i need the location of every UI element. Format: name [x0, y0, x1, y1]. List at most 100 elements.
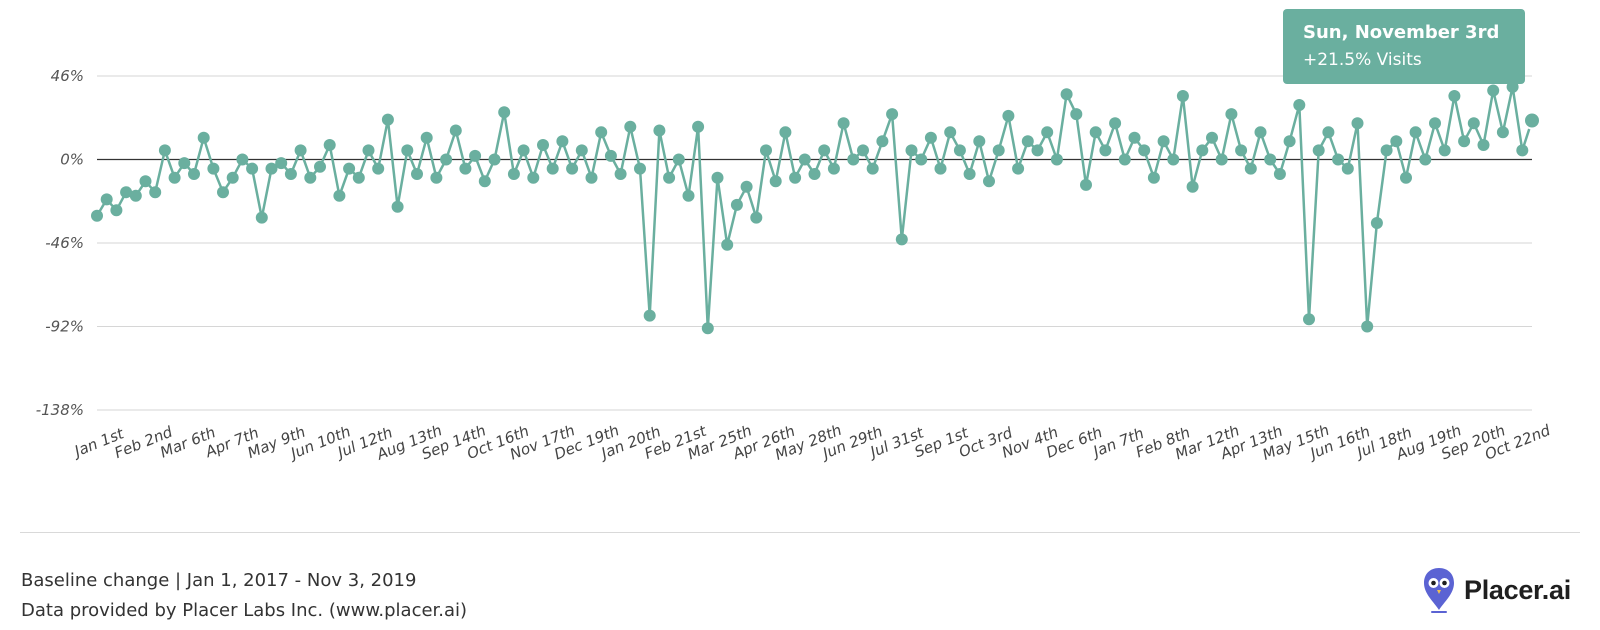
chart-footer: Baseline change | Jan 1, 2017 - Nov 3, 2… — [21, 566, 467, 626]
y-tick-label: 46% — [51, 67, 84, 85]
data-point — [430, 171, 443, 184]
data-point — [760, 144, 772, 157]
data-point — [847, 153, 860, 166]
data-point — [1419, 153, 1432, 166]
data-point — [886, 108, 899, 121]
data-point — [343, 162, 356, 175]
data-point — [1448, 90, 1461, 102]
data-point — [585, 171, 598, 184]
data-point — [1429, 117, 1441, 130]
data-point — [323, 139, 336, 151]
data-point — [1361, 320, 1374, 333]
data-point — [149, 186, 162, 199]
data-point — [469, 149, 482, 162]
data-point — [653, 124, 666, 137]
data-point — [1303, 313, 1315, 326]
data-point — [333, 189, 346, 202]
data-point — [634, 162, 646, 175]
data-point — [643, 309, 656, 322]
y-tick-label: -92% — [45, 318, 84, 336]
data-point — [837, 117, 850, 130]
data-point — [1487, 84, 1500, 97]
data-point — [721, 238, 734, 251]
y-tick-label: -46% — [45, 234, 84, 252]
data-point — [1070, 108, 1083, 121]
data-point — [614, 168, 627, 180]
data-point — [1041, 126, 1054, 139]
data-point — [730, 198, 743, 211]
data-point — [265, 162, 278, 175]
data-point — [905, 144, 918, 157]
data-point — [1089, 126, 1102, 139]
data-point — [507, 168, 520, 180]
data-point — [1235, 144, 1248, 157]
data-point — [1264, 153, 1277, 166]
data-point — [963, 168, 976, 180]
data-point — [595, 126, 608, 139]
data-point — [226, 171, 239, 184]
data-point — [1128, 131, 1141, 144]
data-point — [857, 144, 869, 157]
data-point — [624, 120, 637, 133]
data-point — [1438, 144, 1451, 157]
data-point — [1215, 153, 1228, 166]
data-point — [1409, 126, 1422, 139]
data-point — [682, 189, 695, 202]
data-point — [1516, 144, 1529, 157]
data-point — [284, 168, 297, 180]
data-point — [769, 175, 782, 188]
data-point — [459, 162, 472, 175]
data-point — [488, 153, 501, 166]
data-point — [1157, 135, 1170, 148]
data-point — [294, 144, 307, 157]
data-point — [158, 144, 171, 157]
data-point — [915, 153, 928, 166]
data-point — [672, 153, 685, 166]
data-point — [449, 124, 462, 137]
data-point — [304, 171, 317, 184]
data-point — [129, 189, 142, 202]
footer-source: Data provided by Placer Labs Inc. (www.p… — [21, 600, 468, 621]
data-point — [352, 171, 365, 184]
data-point — [1186, 180, 1199, 193]
data-point — [866, 162, 879, 175]
data-point — [1176, 90, 1189, 102]
data-point — [1050, 153, 1063, 166]
data-point — [1206, 131, 1218, 144]
data-point — [1080, 178, 1092, 191]
data-point — [740, 180, 753, 193]
data-point — [420, 131, 433, 144]
data-point — [246, 162, 259, 175]
data-point — [973, 135, 986, 148]
data-point — [1400, 171, 1412, 184]
data-point — [895, 233, 908, 246]
data-point — [110, 204, 123, 217]
data-point — [575, 144, 588, 157]
data-point — [1273, 168, 1286, 180]
data-point — [1147, 171, 1160, 184]
placer-logo[interactable]: Placer.ai — [1422, 565, 1571, 615]
data-point — [1477, 139, 1490, 151]
data-point — [478, 175, 491, 188]
data-point — [1109, 117, 1122, 130]
data-point — [314, 160, 326, 173]
data-point — [1167, 153, 1180, 166]
data-point — [236, 153, 249, 166]
data-point — [1021, 135, 1034, 148]
data-point — [1254, 126, 1267, 139]
data-point — [1225, 108, 1238, 121]
data-point — [779, 126, 792, 139]
data-point — [1496, 126, 1509, 139]
data-point — [1390, 135, 1403, 148]
data-point — [411, 168, 423, 180]
data-point — [944, 126, 957, 139]
series-line — [95, 85, 1534, 330]
data-point — [992, 144, 1005, 157]
data-point — [556, 135, 569, 148]
data-point — [391, 200, 404, 213]
footer-caption: Baseline change | Jan 1, 2017 - Nov 3, 2… — [21, 570, 417, 591]
data-point — [827, 162, 840, 175]
data-point — [197, 131, 210, 144]
data-point — [1370, 217, 1383, 229]
data-point — [1031, 144, 1044, 157]
